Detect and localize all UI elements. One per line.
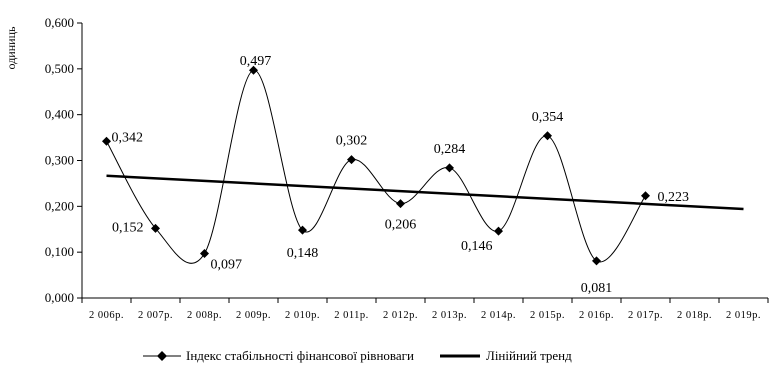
x-tick-label: 2 018р. — [677, 310, 712, 321]
x-tick-label: 2 017р. — [628, 310, 663, 321]
x-tick-label: 2 013р. — [432, 310, 467, 321]
y-axis-label: одиниць — [4, 26, 18, 69]
data-point — [641, 191, 650, 201]
legend-index-marker — [157, 351, 167, 361]
x-tick-label: 2 011р. — [334, 310, 369, 321]
data-label: 0,284 — [434, 142, 466, 157]
data-label: 0,081 — [581, 281, 613, 296]
data-label: 0,146 — [461, 239, 493, 254]
x-tick-label: 2 010р. — [285, 310, 320, 321]
data-label: 0,097 — [211, 258, 243, 273]
y-axis: 0,000 0,100 0,200 0,300 0,400 0,500 0,600 — [45, 15, 83, 305]
y-tick-label: 0,200 — [45, 198, 74, 213]
data-point — [298, 225, 307, 235]
x-axis: 2 006р. 2 007р. 2 008р. 2 009р. 2 010р. 2 011… — [81, 297, 769, 321]
y-tick-label: 0,300 — [45, 153, 74, 168]
data-label: 0,354 — [532, 110, 564, 125]
data-label: 0,223 — [658, 190, 690, 205]
x-tick-label: 2 007р. — [138, 310, 173, 321]
data-point — [543, 131, 552, 141]
data-point — [445, 163, 454, 173]
x-tick-label: 2 015р. — [530, 310, 565, 321]
x-tick-label: 2 009р. — [236, 310, 271, 321]
data-label: 0,148 — [287, 246, 319, 261]
y-tick-label: 0,500 — [45, 61, 74, 76]
data-point — [151, 223, 160, 233]
trend-line — [106, 174, 744, 211]
data-point — [200, 249, 209, 259]
legend: Індекс стабільності фінансової рівноваги… — [143, 348, 572, 363]
data-point — [347, 155, 356, 165]
y-tick-label: 0,400 — [45, 107, 74, 122]
y-tick-label: 0,600 — [45, 15, 74, 30]
data-point — [494, 226, 503, 236]
legend-trend-label: Лінійний тренд — [486, 348, 572, 363]
data-labels: 0,342 0,152 0,097 0,497 0,148 0,302 0,206 0,284… — [112, 54, 690, 296]
data-label: 0,342 — [112, 130, 144, 145]
data-label: 0,497 — [240, 54, 272, 69]
y-tick-label: 0,100 — [45, 244, 74, 259]
data-label: 0,206 — [385, 218, 417, 233]
x-tick-label: 2 019р. — [726, 310, 761, 321]
trend-series — [106, 174, 744, 211]
index-series-line — [106, 69, 646, 264]
y-tick-label: 0,000 — [45, 290, 74, 305]
data-label: 0,152 — [112, 220, 144, 235]
data-point — [102, 136, 111, 146]
legend-index-label: Індекс стабільності фінансової рівноваги — [186, 348, 414, 363]
data-point — [396, 199, 405, 209]
data-point — [249, 65, 258, 75]
data-label: 0,302 — [336, 134, 368, 149]
x-tick-label: 2 016р. — [579, 310, 614, 321]
x-tick-label: 2 008р. — [187, 310, 222, 321]
x-tick-label: 2 006р. — [89, 310, 124, 321]
data-point — [592, 256, 601, 266]
index-series — [102, 65, 650, 266]
x-tick-label: 2 014р. — [481, 310, 516, 321]
x-tick-label: 2 012р. — [383, 310, 418, 321]
